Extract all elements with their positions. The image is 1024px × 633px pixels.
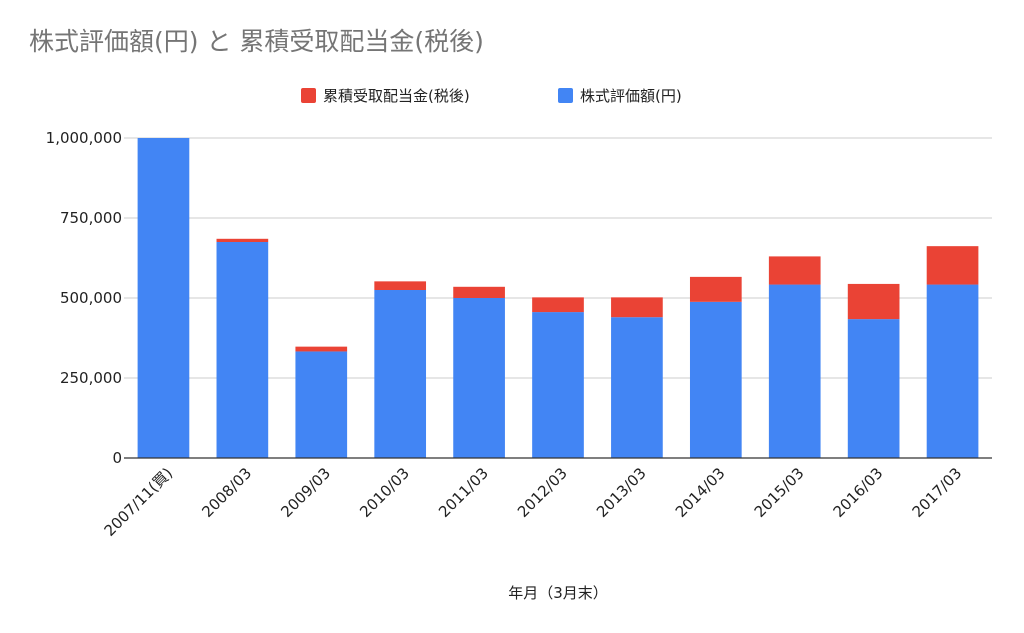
bars [137, 138, 979, 458]
y-tick-label: 500,000 [60, 289, 122, 307]
x-tick-label: 2010/03 [356, 464, 413, 521]
bar-valuation [926, 284, 979, 458]
bar-valuation [453, 298, 505, 458]
y-tick-label: 250,000 [60, 369, 122, 387]
bar-valuation [768, 284, 821, 458]
legend-swatch-dividends [301, 88, 316, 103]
bar-valuation [216, 242, 269, 458]
bar-dividends [926, 246, 979, 285]
legend-label-dividends: 累積受取配当金(税後) [323, 87, 470, 105]
bar-valuation [137, 138, 190, 458]
x-tick-label: 2012/03 [514, 464, 571, 521]
legend: 累積受取配当金(税後) 株式評価額(円) [301, 87, 682, 105]
bar-valuation [689, 301, 742, 458]
bar-valuation [847, 319, 900, 458]
x-tick-label: 2017/03 [909, 464, 966, 521]
bar-dividends [532, 297, 584, 313]
legend-label-valuation: 株式評価額(円) [580, 87, 682, 105]
bar-dividends [295, 346, 348, 352]
x-tick-label: 2007/11(買) [101, 464, 177, 540]
bar-dividends [847, 283, 900, 320]
y-tick-labels: 0 250,000 500,000 750,000 1,000,000 [46, 129, 122, 467]
x-tick-label: 2014/03 [672, 464, 729, 521]
bar-dividends [611, 297, 663, 318]
y-tick-label: 0 [112, 449, 122, 467]
bar-dividends [374, 281, 427, 290]
bar-valuation [611, 317, 663, 458]
x-tick-labels: 2007/11(買) 2008/03 2009/03 2010/03 2011/03 20… [101, 464, 966, 540]
bar-valuation [295, 351, 348, 458]
bar-dividends [768, 256, 821, 285]
bar-dividends [689, 276, 742, 302]
x-axis-title: 年月（3月末） [508, 584, 608, 602]
y-tick-label: 750,000 [60, 209, 122, 227]
x-tick-label: 2016/03 [830, 464, 887, 521]
x-tick-label: 2015/03 [751, 464, 808, 521]
bar-valuation [532, 312, 584, 458]
x-tick-label: 2011/03 [435, 464, 492, 521]
x-tick-label: 2009/03 [277, 464, 334, 521]
legend-swatch-valuation [558, 88, 573, 103]
chart-title: 株式評価額(円) と 累積受取配当金(税後) [29, 27, 484, 56]
bar-dividends [453, 286, 505, 298]
bar-valuation [374, 290, 427, 458]
x-tick-label: 2013/03 [593, 464, 650, 521]
y-tick-label: 1,000,000 [46, 129, 122, 147]
x-tick-label: 2008/03 [198, 464, 255, 521]
bar-dividends [216, 238, 269, 242]
